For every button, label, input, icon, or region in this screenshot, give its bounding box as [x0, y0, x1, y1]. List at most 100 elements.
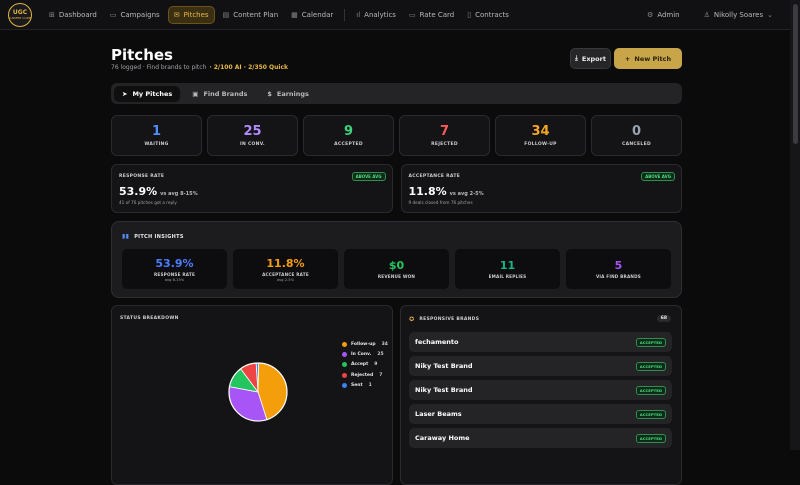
- admin-link[interactable]: ⚙ Admin: [642, 7, 685, 23]
- brands-header: ✪ RESPONSIVE BRANDS: [409, 316, 479, 323]
- brand-row[interactable]: Niky Test Brand ACCEPTED: [409, 380, 672, 400]
- nav-pitches[interactable]: ✉ Pitches: [167, 5, 215, 24]
- chevron-down-icon: ⌄: [767, 10, 773, 19]
- stat-card[interactable]: 7 REJECTED: [399, 115, 490, 156]
- plus-icon: +: [624, 54, 631, 63]
- rate-note: 9 deals closed from 76 pitches: [408, 200, 473, 205]
- brand-row[interactable]: Laser Beams ACCEPTED: [409, 404, 672, 424]
- legend-count: 1: [368, 382, 372, 388]
- award-icon: ✪: [409, 316, 415, 323]
- pie-legend: Follow-up 34 In Conv. 25 Accept 9 Rejected 7 Sen…: [342, 339, 388, 390]
- brand-row[interactable]: fechamento ACCEPTED: [409, 332, 672, 352]
- contracts-icon: ▯: [467, 10, 472, 19]
- rate-note: 41 of 76 pitches got a reply: [119, 200, 177, 205]
- stat-card[interactable]: 9 ACCEPTED: [303, 115, 394, 156]
- status-badge: ACCEPTED: [635, 361, 666, 371]
- legend-item: Sent 1: [342, 380, 388, 390]
- user-name: Nikolly Soares: [713, 10, 764, 19]
- bar-chart-icon: ▮▮: [122, 233, 130, 240]
- acceptance-rate-card: ACCEPTANCE RATE ABOVE AVG 11.8% vs avg 2-…: [400, 164, 682, 213]
- nav-analytics[interactable]: ıl Analytics: [351, 7, 401, 23]
- breakdown-title: STATUS BREAKDOWN: [120, 316, 179, 321]
- pie-outline: [228, 362, 288, 422]
- legend-swatch: [342, 372, 347, 378]
- stat-label: ACCEPTED: [334, 142, 363, 147]
- stat-card[interactable]: 34 FOLLOW-UP: [495, 115, 586, 156]
- insight-card: 11 EMAIL REPLIES: [455, 249, 560, 289]
- insights-title: PITCH INSIGHTS: [134, 233, 184, 240]
- subtitle-text: 76 logged · Find brands to pitch: [111, 64, 207, 71]
- rate-label: RESPONSE RATE: [119, 174, 165, 179]
- nav-contracts[interactable]: ▯ Contracts: [462, 7, 514, 23]
- quota-text: · 2/100 AI · 2/350 Quick: [209, 64, 289, 71]
- stat-value: 9: [343, 124, 354, 139]
- download-icon: ⤓: [575, 54, 578, 62]
- nav-dashboard[interactable]: ⊞ Dashboard: [44, 7, 102, 23]
- logo-subtext: CAREER CORE: [9, 15, 31, 20]
- brands-count-badge: 68: [656, 315, 671, 322]
- status-breakdown-panel: STATUS BREAKDOWN Follow-up 34 In Conv. 25 Ac…: [111, 305, 393, 485]
- nav-content-plan[interactable]: ▤ Content Plan: [218, 7, 284, 23]
- tab-my-pitches[interactable]: ➤ My Pitches: [114, 85, 181, 102]
- rate-value: 53.9% vs avg 8-15%: [119, 185, 198, 198]
- tab-label: Find Brands: [203, 89, 248, 98]
- brand-name: fechamento: [415, 338, 459, 346]
- nav-calendar[interactable]: ▦ Calendar: [286, 7, 338, 23]
- insight-card: 5 VIA FIND BRANDS: [566, 249, 671, 289]
- brand-row[interactable]: Caraway Home ACCEPTED: [409, 428, 672, 448]
- stat-value: 25: [243, 124, 262, 139]
- nav-label: Analytics: [364, 10, 396, 19]
- pitch-tabs: ➤ My Pitches ▣ Find Brands $ Earnings: [111, 83, 682, 104]
- admin-label: Admin: [657, 10, 680, 19]
- stat-card[interactable]: 0 CANCELED: [591, 115, 682, 156]
- insight-value: 5: [614, 259, 623, 272]
- rate-cards: RESPONSE RATE ABOVE AVG 53.9% vs avg 8-15…: [111, 164, 682, 213]
- legend-count: 34: [381, 341, 388, 347]
- legend-item: Accept 9: [342, 360, 388, 370]
- app-logo[interactable]: UGC CAREER CORE: [8, 2, 32, 27]
- nav-rate-card[interactable]: ▭ Rate Card: [404, 7, 459, 23]
- campaigns-icon: ▭: [109, 10, 117, 19]
- legend-label: Sent: [351, 382, 363, 388]
- responsive-brands-panel: ✪ RESPONSIVE BRANDS 68 fechamento ACCEPTED…: [400, 305, 682, 485]
- nav-divider: [344, 8, 346, 21]
- user-menu[interactable]: ♙ Nikolly Soares ⌄: [699, 7, 778, 23]
- export-button[interactable]: ⤓ Export: [570, 48, 611, 69]
- stat-card[interactable]: 25 IN CONV.: [207, 115, 298, 156]
- stat-label: IN CONV.: [240, 142, 265, 147]
- tab-earnings[interactable]: $ Earnings: [259, 86, 317, 102]
- brand-list: fechamento ACCEPTED Niky Test Brand ACCEPTE…: [409, 332, 672, 452]
- top-right-controls: ⚙ Admin ♙ Nikolly Soares ⌄: [642, 7, 778, 23]
- legend-label: In Conv.: [351, 351, 372, 357]
- top-nav-bar: UGC CAREER CORE ⊞ Dashboard ▭ Campaigns ✉ P…: [0, 0, 790, 30]
- page-subtitle: 76 logged · Find brands to pitch · 2/100 …: [111, 64, 288, 71]
- rate-number: 53.9%: [119, 185, 158, 198]
- status-badge: ACCEPTED: [635, 385, 666, 395]
- page-scrollbar[interactable]: [790, 0, 800, 450]
- stat-value: 1: [151, 124, 162, 139]
- legend-count: 9: [374, 362, 378, 368]
- stat-card[interactable]: 1 WAITING: [111, 115, 202, 156]
- scrollbar-thumb[interactable]: [793, 4, 798, 144]
- insights-row: 53.9% RESPONSE RATE avg 8-15% 11.8% ACCEPTAN…: [122, 249, 671, 289]
- brand-name: Niky Test Brand: [415, 386, 473, 394]
- dollar-icon: $: [267, 89, 272, 98]
- legend-item: Follow-up 34: [342, 339, 388, 349]
- gear-icon: ⚙: [647, 10, 654, 19]
- insight-label: ACCEPTANCE RATE: [262, 271, 309, 277]
- nav-label: Campaigns: [120, 10, 160, 19]
- status-pie-chart: [228, 362, 288, 422]
- new-pitch-button[interactable]: + New Pitch: [614, 48, 682, 69]
- tab-label: My Pitches: [132, 89, 173, 98]
- insight-card: 53.9% RESPONSE RATE avg 8-15%: [122, 249, 227, 289]
- brand-row[interactable]: Niky Test Brand ACCEPTED: [409, 356, 672, 376]
- nav-campaigns[interactable]: ▭ Campaigns: [105, 7, 165, 23]
- rate-number: 11.8%: [408, 185, 447, 198]
- tab-find-brands[interactable]: ▣ Find Brands: [184, 86, 255, 102]
- rate-compare: vs avg 2-5%: [449, 191, 484, 197]
- tab-label: Earnings: [276, 89, 309, 98]
- legend-count: 25: [377, 351, 384, 357]
- stat-value: 34: [531, 124, 550, 139]
- insight-label: EMAIL REPLIES: [488, 274, 527, 279]
- status-badge: ABOVE AVG: [641, 172, 675, 181]
